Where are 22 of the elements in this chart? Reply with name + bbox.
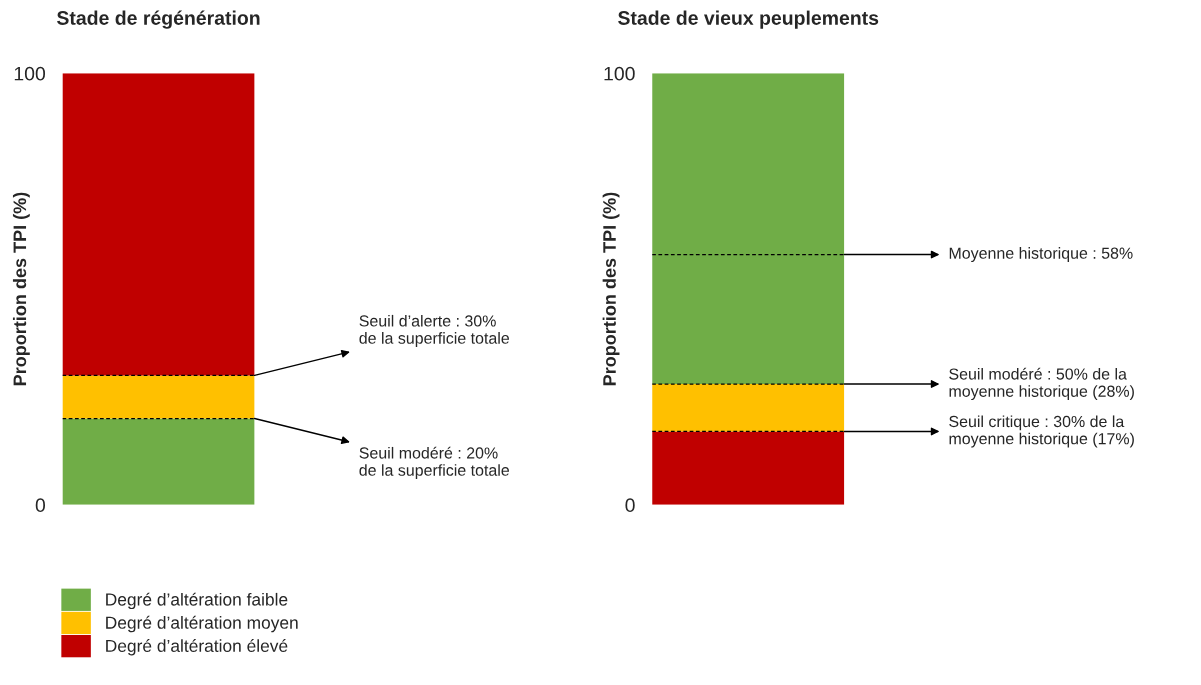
- legend-label: Degré d’altération élevé: [106, 639, 288, 656]
- ref-line-label: Moyenne historique : 58%: [949, 247, 1133, 262]
- legend-label: Degré d’altération moyen: [106, 615, 298, 633]
- y-tick-label: 0: [35, 498, 46, 513]
- ref-line-label: Seuil modéré : 50% de la moyenne historique (28%): [949, 367, 1134, 401]
- ref-line-label: Seuil modéré : 20% de la superficie totale: [359, 446, 510, 480]
- bar: [62, 375, 255, 419]
- bar: [652, 384, 845, 432]
- bar: [62, 73, 255, 376]
- bar: [62, 418, 255, 505]
- y-tick-label: 100: [604, 66, 635, 81]
- ref-line-label: Seuil critique : 30% de la moyenne historique (17%): [949, 415, 1134, 448]
- legend-label: Degré d’altération faible: [106, 592, 288, 610]
- chart-title: Stade de vieux peuplements: [618, 10, 879, 29]
- y-axis-title: Proportion des TPI (%): [602, 192, 620, 386]
- bar: [652, 73, 845, 385]
- y-tick-label: 0: [625, 498, 635, 513]
- ref-line-label: Seuil d’alerte : 30% de la superficie totale: [359, 314, 510, 347]
- y-axis-title: Proportion des TPI (%): [12, 192, 30, 386]
- bar: [652, 431, 845, 505]
- y-tick-label: 100: [14, 66, 46, 81]
- chart-title: Stade de régénération: [56, 10, 260, 29]
